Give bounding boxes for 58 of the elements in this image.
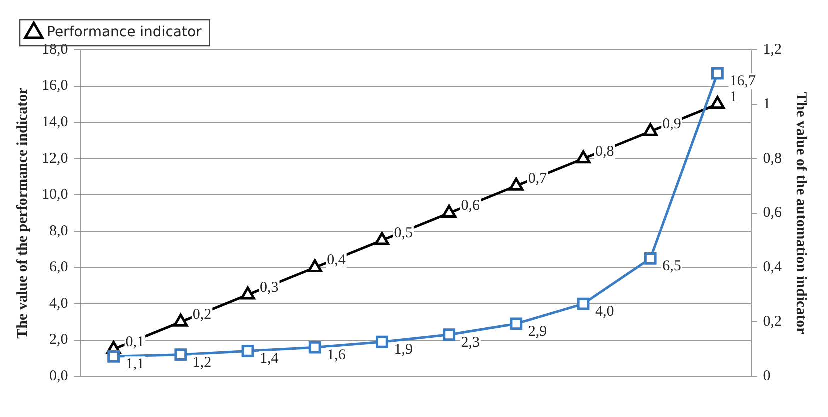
y-tick-label: 16,0: [42, 78, 68, 94]
data-label: 2,9: [528, 324, 548, 340]
point: [108, 350, 120, 363]
data-label: 0,4: [327, 252, 346, 269]
point: [174, 314, 188, 327]
data-label: 1,4: [260, 351, 280, 368]
point: [510, 318, 523, 330]
y-tick-label: 0,0: [50, 368, 68, 385]
y-tick-label: 14,0: [42, 114, 68, 131]
point: [644, 252, 657, 265]
data-label: 0,5: [394, 225, 413, 242]
data-label: 1,2: [192, 354, 212, 371]
y-tick-label: 8,0: [50, 223, 68, 240]
point: [376, 336, 388, 348]
y2-tick-label: 0,4: [763, 260, 782, 276]
point: [576, 150, 591, 164]
point: [308, 259, 322, 272]
point: [443, 328, 456, 342]
point: [240, 286, 256, 300]
y2-axis-title: The value of the automation indicator: [793, 92, 810, 335]
point: [174, 348, 188, 362]
point: [509, 178, 524, 191]
data-label: 4,0: [596, 304, 614, 320]
data-label: 0,2: [192, 307, 212, 324]
data-label: 2,3: [461, 334, 480, 351]
data-label: 0,1: [126, 334, 145, 350]
point: [712, 67, 724, 80]
data-label: 0,3: [260, 280, 279, 296]
data-label: 0,8: [596, 144, 614, 160]
y2-tick-label: 0,6: [763, 205, 782, 222]
y-tick-label: 10,0: [42, 187, 68, 204]
y-tick-label: 6,0: [50, 260, 68, 276]
point: [710, 96, 726, 110]
legend-label: Performance indicator: [47, 24, 202, 41]
data-label: 1: [730, 89, 738, 106]
y-tick-label: 12,0: [42, 150, 68, 167]
data-label: 0,9: [662, 116, 682, 133]
data-label: 0,7: [528, 171, 548, 188]
y2-tick-label: 1: [763, 96, 771, 112]
point: [242, 345, 254, 358]
y2-tick-label: 0,8: [763, 150, 782, 167]
data-label: 1,9: [394, 342, 413, 358]
data-label: 1,6: [327, 348, 346, 364]
y-tick-label: 4,0: [50, 296, 68, 312]
y-axis-title: The value of the performance indicator: [14, 87, 31, 339]
point: [374, 232, 390, 246]
data-label: 1,1: [126, 356, 145, 373]
y2-tick-label: 0: [763, 368, 771, 385]
point: [577, 298, 590, 310]
data-label: 6,5: [662, 258, 682, 275]
y2-tick-label: 0,2: [763, 314, 782, 330]
point: [308, 341, 322, 354]
data-label: 16,7: [730, 74, 756, 90]
data-label: 0,6: [461, 198, 481, 214]
y2-tick-label: 1,2: [763, 42, 782, 58]
point: [442, 205, 457, 218]
y-tick-label: 2,0: [50, 332, 68, 348]
point: [643, 123, 658, 136]
